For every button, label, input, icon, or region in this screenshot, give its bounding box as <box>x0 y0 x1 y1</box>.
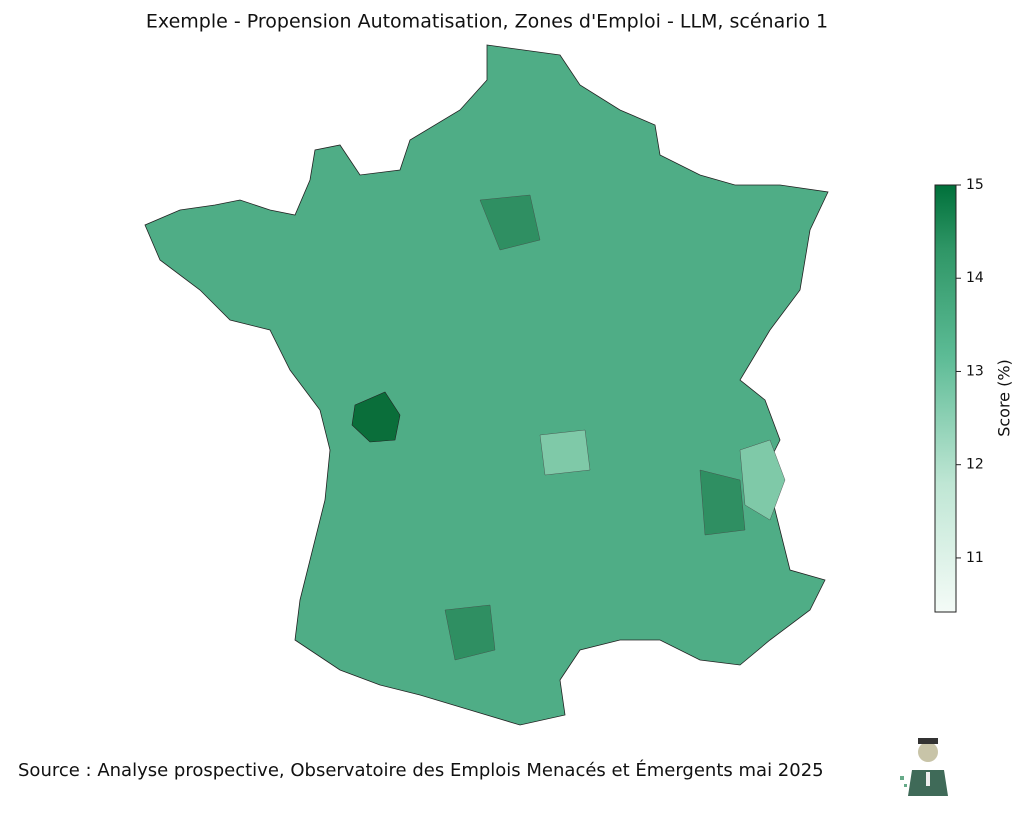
zone <box>351 391 401 443</box>
zone <box>539 429 591 476</box>
zone <box>739 439 786 521</box>
france-map <box>144 44 829 726</box>
colorbar-gradient <box>934 184 957 613</box>
map-title: Exemple - Propension Automatisation, Zon… <box>146 11 828 33</box>
zone <box>479 194 541 251</box>
colorbar-tick-label: 14 <box>966 270 984 286</box>
zone <box>444 604 496 661</box>
france-outline <box>144 44 829 726</box>
colorbar: Score (%) 11 12 13 14 15 <box>934 177 1014 613</box>
source-note: Source : Analyse prospective, Observatoi… <box>18 759 824 781</box>
zone <box>699 469 746 536</box>
colorbar-label: Score (%) <box>995 359 1014 437</box>
logo-icon <box>900 738 948 796</box>
colorbar-tick-label: 15 <box>966 177 984 193</box>
colorbar-tick-label: 11 <box>966 550 984 566</box>
colorbar-tick-label: 12 <box>966 457 984 473</box>
colorbar-tick-label: 13 <box>966 363 984 379</box>
